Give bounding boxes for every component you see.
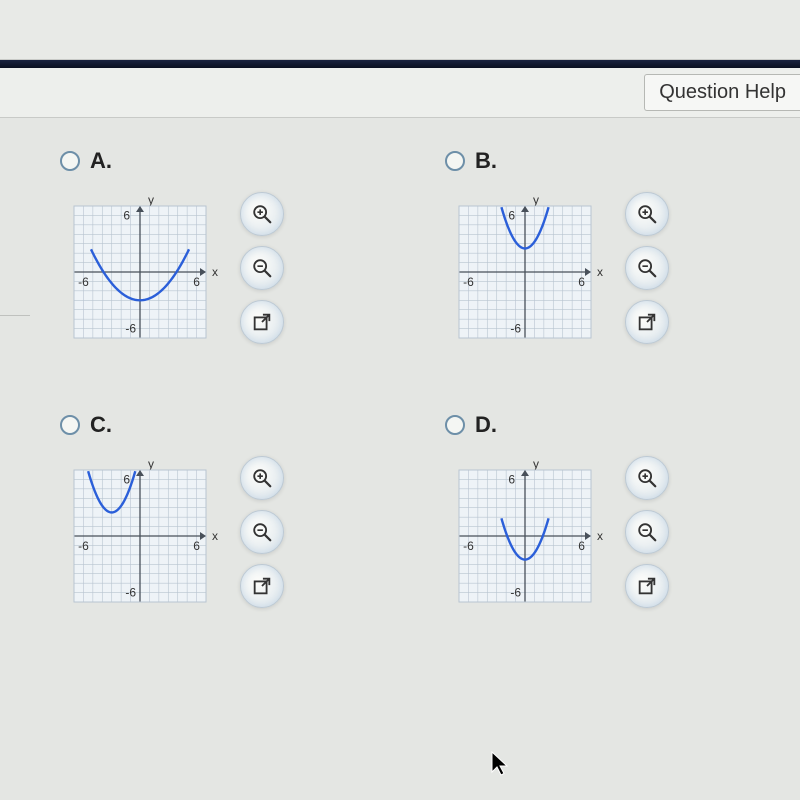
controls-D <box>625 456 669 608</box>
option-D: D. 6 -6 6 -6 x y <box>445 412 770 616</box>
zoom-out-icon[interactable] <box>240 510 284 554</box>
svg-text:-6: -6 <box>463 275 474 289</box>
svg-text:6: 6 <box>508 472 515 486</box>
svg-text:x: x <box>597 265 603 279</box>
label-C: C. <box>90 412 112 438</box>
svg-text:-6: -6 <box>510 322 521 336</box>
svg-text:-6: -6 <box>463 539 474 553</box>
controls-A <box>240 192 284 344</box>
svg-text:6: 6 <box>508 208 515 222</box>
zoom-in-icon[interactable] <box>625 192 669 236</box>
zoom-out-icon[interactable] <box>240 246 284 290</box>
svg-text:6: 6 <box>578 275 585 289</box>
dark-divider <box>0 60 800 68</box>
zoom-in-icon[interactable] <box>240 456 284 500</box>
graph-A: 6 -6 6 -6 x y <box>60 192 220 352</box>
svg-text:6: 6 <box>193 275 200 289</box>
svg-text:6: 6 <box>578 539 585 553</box>
svg-text:-6: -6 <box>125 586 136 600</box>
svg-text:6: 6 <box>123 472 130 486</box>
svg-text:x: x <box>212 265 218 279</box>
popout-icon[interactable] <box>240 564 284 608</box>
svg-text:6: 6 <box>123 208 130 222</box>
svg-text:-6: -6 <box>78 275 89 289</box>
svg-text:y: y <box>148 193 154 207</box>
option-A: A. 6 -6 6 -6 x y <box>60 148 385 352</box>
svg-text:y: y <box>533 457 539 471</box>
graph-D: 6 -6 6 -6 x y <box>445 456 605 616</box>
mouse-cursor <box>490 750 510 778</box>
svg-text:y: y <box>533 193 539 207</box>
svg-text:-6: -6 <box>78 539 89 553</box>
zoom-in-icon[interactable] <box>240 192 284 236</box>
label-B: B. <box>475 148 497 174</box>
option-B: B. 6 -6 6 -6 x y <box>445 148 770 352</box>
svg-text:6: 6 <box>193 539 200 553</box>
graph-C: 6 -6 6 -6 x y <box>60 456 220 616</box>
help-bar: Question Help <box>0 68 800 118</box>
radio-C[interactable] <box>60 415 80 435</box>
svg-text:y: y <box>148 457 154 471</box>
graph-B: 6 -6 6 -6 x y <box>445 192 605 352</box>
label-A: A. <box>90 148 112 174</box>
popout-icon[interactable] <box>240 300 284 344</box>
svg-text:x: x <box>597 529 603 543</box>
controls-C <box>240 456 284 608</box>
popout-icon[interactable] <box>625 300 669 344</box>
question-help-button[interactable]: Question Help <box>644 74 800 111</box>
top-header <box>0 0 800 60</box>
option-C: C. 6 -6 6 -6 x y <box>60 412 385 616</box>
zoom-out-icon[interactable] <box>625 246 669 290</box>
zoom-out-icon[interactable] <box>625 510 669 554</box>
popout-icon[interactable] <box>625 564 669 608</box>
zoom-in-icon[interactable] <box>625 456 669 500</box>
svg-text:-6: -6 <box>125 322 136 336</box>
svg-text:x: x <box>212 529 218 543</box>
radio-D[interactable] <box>445 415 465 435</box>
controls-B <box>625 192 669 344</box>
svg-text:-6: -6 <box>510 586 521 600</box>
radio-A[interactable] <box>60 151 80 171</box>
question-content: A. 6 -6 6 -6 x y B. 6 -6 6 -6 x y <box>0 118 800 646</box>
label-D: D. <box>475 412 497 438</box>
radio-B[interactable] <box>445 151 465 171</box>
